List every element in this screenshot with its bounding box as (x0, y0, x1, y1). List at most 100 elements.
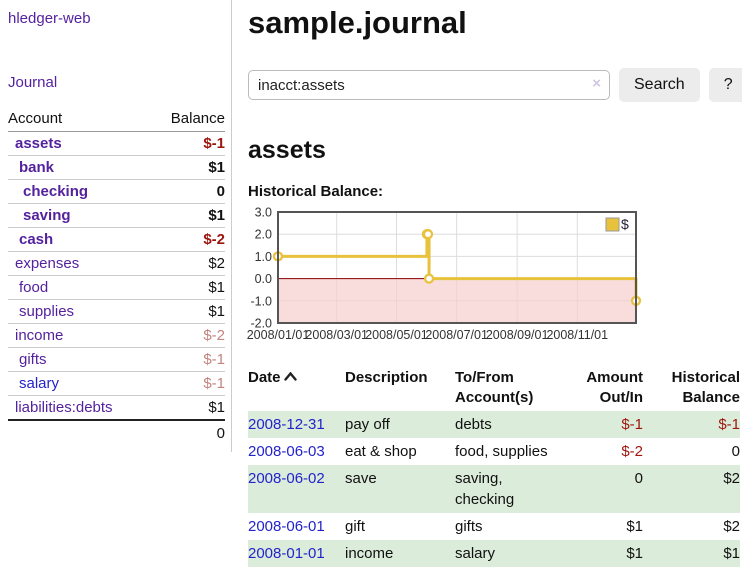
column-header-balance: Historical Balance (671, 369, 740, 407)
account-heading: assets (248, 136, 326, 165)
account-link[interactable]: checking (23, 183, 89, 200)
accounts-header-account: Account (8, 107, 151, 132)
svg-text:1.0: 1.0 (255, 250, 272, 264)
account-link[interactable]: bank (19, 159, 55, 176)
account-balance: 0 (150, 179, 225, 204)
account-balance: $1 (150, 203, 225, 228)
account-balance: $1 (150, 395, 225, 421)
svg-text:2008/03/01: 2008/03/01 (305, 328, 368, 342)
accounts-total-value: 0 (216, 425, 225, 442)
column-header-amount: Amount Out/In (586, 369, 643, 407)
account-balance: $-1 (150, 371, 225, 396)
sort-ascending-icon (283, 371, 297, 381)
clear-search-icon[interactable]: × (592, 75, 601, 93)
search-form: × Search ? (248, 68, 742, 103)
transaction-date-link[interactable]: 2008-06-01 (248, 517, 325, 535)
account-balance: $2 (150, 251, 225, 276)
account-row: saving $1 (8, 203, 225, 228)
search-help-button[interactable]: ? (708, 68, 742, 103)
transaction-balance: 0 (731, 442, 740, 460)
transaction-description: pay off (345, 415, 390, 433)
account-balance: $-2 (150, 227, 225, 252)
column-header-tofrom: To/From Account(s) (455, 369, 534, 407)
svg-text:-1.0: -1.0 (250, 294, 272, 308)
account-link[interactable]: assets (15, 135, 62, 152)
account-balance: $1 (150, 299, 225, 324)
transaction-accounts: debts (455, 415, 492, 433)
app-brand-link[interactable]: hledger-web (8, 10, 91, 27)
transaction-row: 2008-06-01 gift gifts $1 $2 (248, 513, 740, 540)
account-link[interactable]: expenses (15, 255, 80, 272)
account-row: expenses $2 (8, 251, 225, 276)
svg-text:2.0: 2.0 (255, 228, 272, 242)
account-link[interactable]: salary (19, 375, 60, 392)
transaction-date-link[interactable]: 2008-01-01 (248, 544, 325, 562)
transaction-balance: $2 (723, 469, 740, 487)
transaction-row: 2008-06-03 eat & shop food, supplies $-2… (248, 438, 740, 465)
account-link[interactable]: gifts (19, 351, 47, 368)
account-row: food $1 (8, 275, 225, 300)
account-link[interactable]: liabilities:debts (15, 399, 113, 416)
account-link[interactable]: cash (19, 231, 54, 248)
svg-text:2008/07/01: 2008/07/01 (425, 328, 488, 342)
svg-text:3.0: 3.0 (255, 206, 272, 220)
page-title: sample.journal (248, 5, 467, 40)
transaction-accounts: gifts (455, 517, 483, 535)
transaction-amount: $1 (626, 517, 643, 535)
account-link[interactable]: supplies (19, 303, 75, 320)
transaction-amount: $-1 (621, 415, 643, 433)
transaction-description: eat & shop (345, 442, 417, 460)
register-header-row: Date Description To/From Account(s) Amou… (248, 366, 740, 411)
accounts-header-row: Account Balance (8, 107, 225, 132)
accounts-table: Account Balance assets $-1 bank $1 check… (8, 107, 225, 446)
transaction-date-link[interactable]: 2008-06-03 (248, 442, 325, 460)
svg-text:$: $ (621, 216, 629, 232)
register-table: Date Description To/From Account(s) Amou… (248, 366, 740, 567)
transaction-accounts: saving, checking (455, 469, 515, 508)
transaction-accounts: salary (455, 544, 496, 562)
search-button[interactable]: Search (619, 68, 700, 103)
svg-text:-2.0: -2.0 (250, 317, 272, 331)
transaction-date-link[interactable]: 2008-12-31 (248, 415, 325, 433)
account-balance: $1 (150, 275, 225, 300)
transaction-amount: $1 (626, 544, 643, 562)
account-balance: $1 (150, 155, 225, 180)
transaction-accounts: food, supplies (455, 442, 548, 460)
transaction-balance: $2 (723, 517, 740, 535)
account-row: gifts $-1 (8, 347, 225, 372)
transaction-description: gift (345, 517, 366, 535)
account-row: salary $-1 (8, 371, 225, 396)
account-row: cash $-2 (8, 227, 225, 252)
transaction-amount: $-2 (621, 442, 643, 460)
account-row: income $-2 (8, 323, 225, 348)
account-link[interactable]: food (19, 279, 49, 296)
transaction-amount: 0 (634, 469, 643, 487)
svg-text:2008/01/01: 2008/01/01 (247, 328, 310, 342)
transaction-row: 2008-01-01 income salary $1 $1 (248, 539, 740, 567)
account-row: liabilities:debts $1 (8, 395, 225, 421)
account-row: supplies $1 (8, 299, 225, 324)
svg-text:0.0: 0.0 (255, 272, 272, 286)
account-row: checking 0 (8, 179, 225, 204)
historical-balance-chart: $3.0 2.0 1.0 0.0 -1.0 -2.02008/01/012008/03/0… (247, 206, 642, 342)
transaction-row: 2008-06-02 save saving, checking 0 $2 (248, 464, 740, 513)
account-balance: $-2 (150, 323, 225, 348)
svg-text:2008/09/01: 2008/09/01 (486, 328, 549, 342)
accounts-header-balance: Balance (150, 107, 225, 132)
column-header-description: Description (345, 369, 428, 387)
transaction-description: income (345, 544, 394, 562)
transaction-balance: $-1 (718, 415, 740, 433)
sidebar-item-journal[interactable]: Journal (8, 74, 58, 91)
transaction-date-link[interactable]: 2008-06-02 (248, 469, 325, 487)
account-balance: $-1 (150, 131, 225, 156)
sidebar: hledger-web Journal Account Balance asse… (0, 0, 232, 452)
transaction-description: save (345, 469, 377, 487)
account-row: assets $-1 (8, 131, 225, 156)
account-link[interactable]: income (15, 327, 64, 344)
account-row: bank $1 (8, 155, 225, 180)
account-link[interactable]: saving (23, 207, 71, 224)
column-header-date[interactable]: Date (248, 366, 345, 411)
search-box: × (248, 70, 610, 101)
search-input[interactable] (248, 70, 610, 101)
transaction-row: 2008-12-31 pay off debts $-1 $-1 (248, 410, 740, 438)
